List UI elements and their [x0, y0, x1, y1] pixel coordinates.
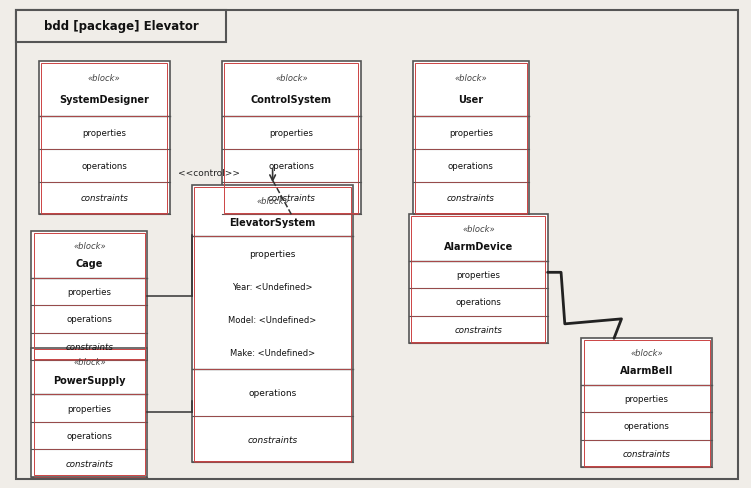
Text: properties: properties	[270, 129, 313, 138]
Bar	[39, 62, 170, 215]
Text: operations: operations	[66, 315, 112, 324]
Bar	[415, 63, 526, 213]
Text: Make: <Undefined>: Make: <Undefined>	[230, 348, 315, 358]
Text: Model: <Undefined>: Model: <Undefined>	[228, 315, 317, 325]
Text: constraints: constraints	[65, 342, 113, 351]
Text: operations: operations	[624, 422, 670, 430]
Text: properties: properties	[83, 129, 126, 138]
Text: User: User	[458, 95, 484, 104]
Text: constraints: constraints	[248, 435, 297, 444]
Text: <<control>>: <<control>>	[178, 169, 240, 178]
Text: «block»: «block»	[73, 241, 106, 250]
Text: AlarmBell: AlarmBell	[620, 365, 674, 375]
Text: «block»: «block»	[630, 348, 663, 357]
Text: constraints: constraints	[267, 194, 315, 203]
Text: properties: properties	[68, 404, 111, 413]
Text: operations: operations	[455, 298, 502, 307]
Bar	[192, 186, 353, 462]
Text: «block»: «block»	[462, 224, 495, 233]
Text: Year: <Undefined>: Year: <Undefined>	[232, 282, 313, 291]
Text: «block»: «block»	[256, 197, 289, 205]
Text: operations: operations	[249, 388, 297, 397]
Bar	[412, 216, 545, 342]
Bar	[222, 62, 360, 215]
Bar	[581, 339, 712, 467]
Text: «block»: «block»	[275, 74, 308, 83]
Bar	[225, 63, 358, 213]
Text: Cage: Cage	[76, 258, 103, 268]
Text: ElevatorSystem: ElevatorSystem	[230, 218, 315, 227]
Text: constraints: constraints	[447, 194, 495, 203]
Bar	[32, 232, 147, 361]
Text: operations: operations	[448, 162, 494, 170]
Bar	[195, 187, 351, 461]
Text: properties: properties	[68, 287, 111, 296]
Text: constraints: constraints	[454, 325, 502, 334]
Text: operations: operations	[81, 162, 127, 170]
Text: «block»: «block»	[454, 74, 487, 83]
Text: AlarmDevice: AlarmDevice	[444, 242, 513, 251]
Bar	[41, 63, 167, 213]
Text: «block»: «block»	[88, 74, 121, 83]
Text: constraints: constraints	[623, 449, 671, 458]
Text: properties: properties	[449, 129, 493, 138]
Bar	[413, 62, 529, 215]
Bar	[17, 11, 226, 42]
Bar	[584, 340, 710, 466]
Text: «block»: «block»	[73, 358, 106, 366]
Text: SystemDesigner: SystemDesigner	[59, 95, 149, 104]
Text: PowerSupply: PowerSupply	[53, 375, 125, 385]
Text: operations: operations	[66, 431, 112, 440]
Text: properties: properties	[249, 249, 296, 258]
Text: constraints: constraints	[80, 194, 128, 203]
Bar	[34, 233, 145, 359]
Text: ControlSystem: ControlSystem	[251, 95, 332, 104]
Text: bdd [package] Elevator: bdd [package] Elevator	[44, 20, 198, 33]
Bar	[409, 215, 547, 344]
Bar	[32, 348, 147, 477]
Text: properties: properties	[625, 394, 668, 403]
Text: properties: properties	[457, 270, 500, 280]
Text: constraints: constraints	[65, 459, 113, 468]
Text: operations: operations	[268, 162, 314, 170]
Bar	[34, 350, 145, 475]
